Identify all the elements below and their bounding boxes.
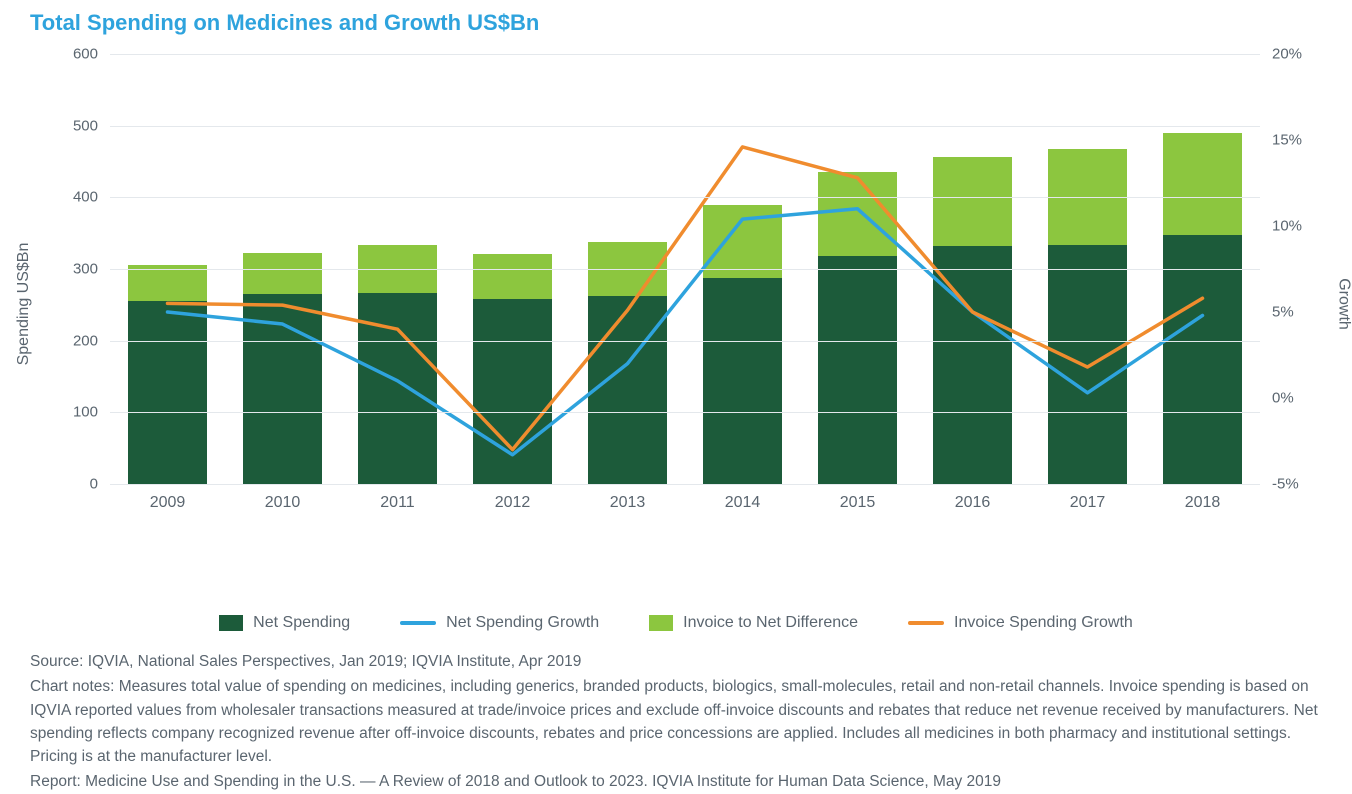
ytick-right: 5% [1272, 304, 1294, 321]
xtick-label: 2009 [150, 494, 186, 512]
notes-report: Report: Medicine Use and Spending in the… [30, 770, 1322, 793]
legend-item: Net Spending [219, 614, 350, 632]
xtick-label: 2017 [1070, 494, 1106, 512]
ytick-left: 500 [73, 117, 98, 134]
legend-label: Invoice to Net Difference [683, 614, 858, 632]
xtick-label: 2011 [380, 494, 414, 512]
ytick-left: 100 [73, 404, 98, 421]
chart-line [168, 209, 1203, 455]
y-right-axis-label: Growth [1335, 278, 1352, 330]
ytick-left: 600 [73, 46, 98, 63]
ytick-left: 300 [73, 261, 98, 278]
y-left-axis-label: Spending US$Bn [15, 243, 33, 366]
notes-chart: Chart notes: Measures total value of spe… [30, 675, 1322, 768]
ytick-left: 200 [73, 332, 98, 349]
legend-item: Net Spending Growth [400, 614, 599, 632]
chart-line [168, 147, 1203, 450]
ytick-right: 20% [1272, 46, 1302, 63]
grid-line [110, 341, 1260, 342]
legend: Net Spending Net Spending Growth Invoice t… [30, 614, 1322, 632]
xtick-label: 2018 [1185, 494, 1221, 512]
legend-swatch [400, 621, 436, 625]
chart-title: Total Spending on Medicines and Growth U… [30, 10, 1322, 36]
legend-label: Invoice Spending Growth [954, 614, 1133, 632]
chart-notes: Source: IQVIA, National Sales Perspectiv… [30, 650, 1322, 794]
chart-container: Spending US$Bn Growth 200920102011201220… [30, 44, 1322, 564]
legend-item: Invoice Spending Growth [908, 614, 1133, 632]
ytick-left: 0 [90, 476, 98, 493]
legend-swatch [908, 621, 944, 625]
legend-swatch [649, 615, 673, 631]
ytick-right: -5% [1272, 476, 1299, 493]
legend-swatch [219, 615, 243, 631]
ytick-right: 15% [1272, 132, 1302, 149]
ytick-right: 0% [1272, 390, 1294, 407]
grid-line [110, 197, 1260, 198]
xtick-label: 2013 [610, 494, 646, 512]
legend-item: Invoice to Net Difference [649, 614, 858, 632]
grid-line [110, 412, 1260, 413]
xtick-label: 2010 [265, 494, 301, 512]
grid-line [110, 54, 1260, 55]
grid-line [110, 126, 1260, 127]
xtick-label: 2012 [495, 494, 531, 512]
xtick-label: 2015 [840, 494, 876, 512]
legend-label: Net Spending Growth [446, 614, 599, 632]
legend-label: Net Spending [253, 614, 350, 632]
grid-line [110, 484, 1260, 485]
xtick-label: 2014 [725, 494, 761, 512]
xtick-label: 2016 [955, 494, 991, 512]
notes-source: Source: IQVIA, National Sales Perspectiv… [30, 650, 1322, 673]
ytick-left: 400 [73, 189, 98, 206]
ytick-right: 10% [1272, 218, 1302, 235]
plot-area: 2009201020112012201320142015201620172018… [110, 54, 1260, 484]
grid-line [110, 269, 1260, 270]
